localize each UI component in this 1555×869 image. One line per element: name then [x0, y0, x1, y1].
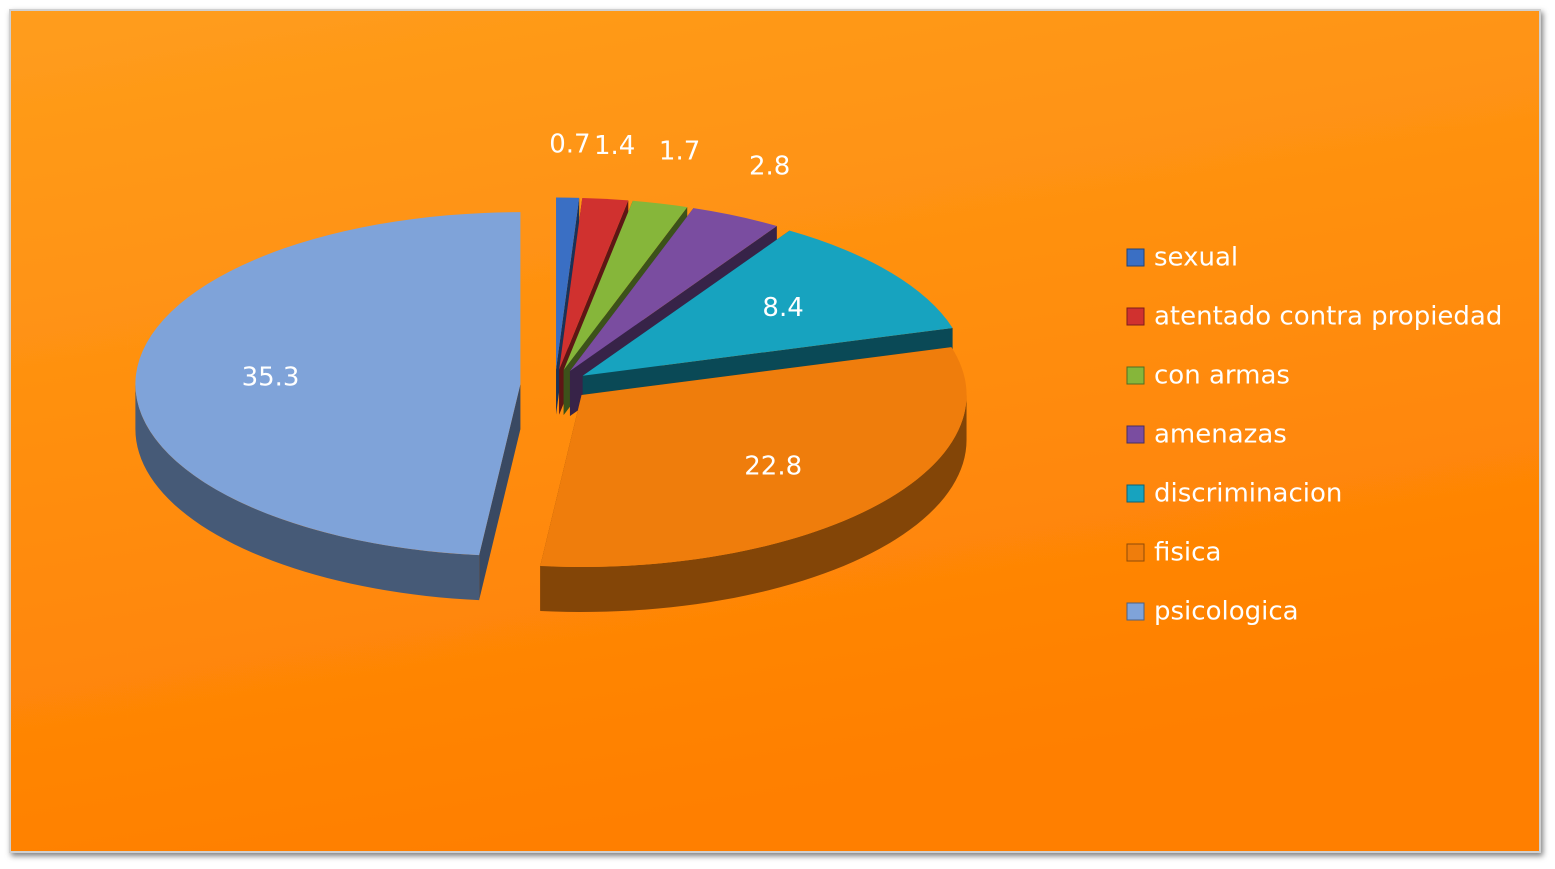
legend: sexual atentado contra propiedad con armas…	[1126, 243, 1502, 627]
legend-label: amenazas	[1154, 420, 1287, 450]
legend-label: psicologica	[1154, 597, 1299, 627]
legend-label: fisica	[1154, 538, 1221, 568]
slice	[582, 230, 953, 376]
slice-face	[479, 384, 521, 601]
legend-swatch	[1126, 366, 1145, 385]
slice	[559, 197, 629, 370]
legend-swatch	[1126, 248, 1145, 267]
legend-swatch	[1126, 602, 1145, 621]
slice-side	[135, 384, 480, 601]
slice	[540, 347, 967, 567]
legend-label: sexual	[1154, 243, 1238, 273]
data-label: 8.4	[762, 293, 803, 323]
pie: 0.7 1.4 1.7 2.8 8.4 22.8 35.3	[135, 130, 967, 612]
slice	[569, 208, 777, 372]
legend-label: atentado contra propiedad	[1154, 302, 1502, 332]
data-label: 2.8	[749, 151, 790, 181]
data-label: 0.7	[549, 130, 590, 160]
slice	[556, 197, 580, 370]
slice	[135, 212, 521, 556]
legend-label: con armas	[1154, 361, 1290, 391]
legend-swatch	[1126, 425, 1145, 444]
legend-swatch	[1126, 307, 1145, 326]
data-label: 1.4	[594, 131, 635, 161]
slice	[563, 200, 688, 371]
data-label: 35.3	[242, 363, 300, 393]
slice-side	[540, 394, 967, 612]
legend-swatch	[1126, 543, 1145, 562]
legend-swatch	[1126, 484, 1145, 503]
legend-label: discriminacion	[1154, 479, 1342, 509]
data-label: 22.8	[744, 451, 802, 481]
data-label: 1.7	[659, 137, 700, 167]
